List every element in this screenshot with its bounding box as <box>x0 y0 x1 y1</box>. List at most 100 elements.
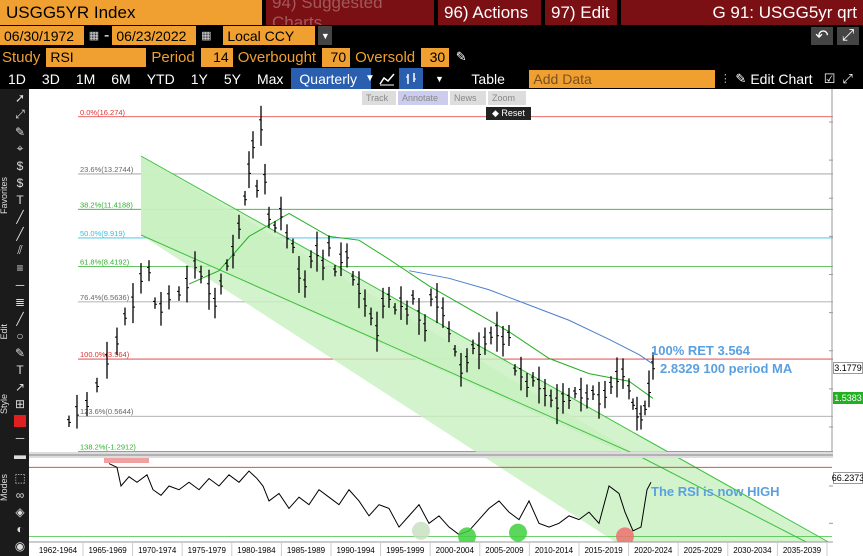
add-data-placeholder: Add Data <box>533 70 592 87</box>
period-button-1d[interactable]: 1D <box>8 70 26 87</box>
calendar-icon[interactable]: ▦ <box>201 30 212 42</box>
reset-button[interactable]: ◆ Reset <box>486 107 531 120</box>
price-tag-icon[interactable]: $ <box>16 158 24 173</box>
expand-icon[interactable]: ⤢ <box>15 107 25 121</box>
x-tick-label: 2025-2029 <box>684 546 723 555</box>
period-button-3d[interactable]: 3D <box>41 70 60 87</box>
price-chart[interactable]: 0.0%(16.274) 23.6%(13.2744) 38.2%(11.4188)… <box>29 89 833 556</box>
edit-menu[interactable]: 97) Edit <box>545 0 617 25</box>
left-toolbar: ➚ ⤢ ✎ ⌖ $ $ T ╱ ╱ ⫽ ≡ ─ ≣ ╱ ○ ✎ T ↗ ⊞ ─ … <box>0 89 29 556</box>
expand-icon[interactable]: ⤢ <box>842 70 853 86</box>
line-style-icon[interactable]: ▬ <box>14 447 26 462</box>
channel-icon[interactable]: ⫽ <box>17 243 23 257</box>
study-name: RSI <box>50 49 74 65</box>
suggested-charts-button[interactable]: 94) Suggested Charts <box>266 0 434 32</box>
table-button[interactable]: Table <box>471 70 505 87</box>
layers-icon[interactable]: ◈ <box>15 504 25 519</box>
undo-icon[interactable]: ↶ <box>811 26 833 45</box>
trendline-icon[interactable]: ╱ <box>16 311 24 326</box>
color-swatch-icon[interactable] <box>11 412 29 429</box>
pencil-icon[interactable]: ✎ <box>14 345 26 360</box>
period-button-1y[interactable]: 1Y <box>190 70 208 87</box>
overbought-field[interactable]: 70 <box>322 47 351 67</box>
pencil-icon[interactable]: ✎ <box>735 70 747 86</box>
x-tick-label: 2020-2024 <box>634 546 673 555</box>
bar-chart-icon[interactable] <box>399 68 424 89</box>
period-button-ytd[interactable]: YTD <box>146 70 175 87</box>
x-tick-label: 1985-1989 <box>287 546 326 555</box>
calendar-icon[interactable]: ▦ <box>88 30 100 42</box>
line-chart-icon[interactable] <box>375 68 399 89</box>
chevron-down-icon: ▼ <box>365 73 375 84</box>
last-price: 3.1779 <box>834 363 862 373</box>
chevron-down-icon[interactable]: ▼ <box>434 73 444 84</box>
period-label: Period <box>151 48 195 66</box>
track-button[interactable]: Track <box>362 91 396 105</box>
pencil-icon[interactable]: ✎ <box>14 124 26 139</box>
date-range-bar: 06/30/1972 ▦ - 06/23/2022 ▦ Local CCY ▼ … <box>0 25 863 46</box>
fib-icon[interactable]: ≡ <box>16 260 24 275</box>
edit-chart-icon[interactable]: ☑ <box>823 70 836 86</box>
pencil-icon[interactable]: ✎ <box>455 49 467 64</box>
interval-select[interactable]: Quarterly ▼ <box>291 68 375 89</box>
snap-icon[interactable]: ⬚ <box>14 470 26 485</box>
text-icon[interactable]: T <box>16 192 24 207</box>
text-icon[interactable]: T <box>16 362 24 377</box>
hline-icon[interactable]: ─ <box>15 277 25 292</box>
edit-side-label[interactable]: Edit <box>0 324 9 340</box>
ma-green-line <box>188 212 654 399</box>
ticker-field[interactable]: USGG5YR Index <box>0 0 262 25</box>
trendline-icon[interactable]: ╱ <box>16 226 24 241</box>
start-date: 06/30/1972 <box>4 27 75 44</box>
favorites-label[interactable]: Favorites <box>0 177 9 215</box>
start-date-field[interactable]: 06/30/1972 <box>0 26 84 45</box>
oversold-value: 30 <box>429 49 446 65</box>
style-label[interactable]: Style <box>0 394 9 415</box>
annotate-label: Annotate <box>402 93 439 103</box>
add-data-input[interactable]: Add Data <box>529 69 716 88</box>
zoom-button[interactable]: Zoom <box>488 91 526 105</box>
period-button-6m[interactable]: 6M <box>111 70 131 87</box>
price-tag-icon[interactable]: $ <box>16 175 24 190</box>
line-style-icon[interactable]: ─ <box>15 430 25 445</box>
range-dash: - <box>104 26 110 44</box>
arrow-icon[interactable]: ↗ <box>14 379 26 394</box>
price-bars <box>67 105 655 431</box>
overbought-label: Overbought <box>237 48 317 66</box>
crosshair-icon[interactable]: ⌖ <box>16 141 24 155</box>
edit-chart-button[interactable]: Edit Chart <box>750 70 813 87</box>
x-tick-label: 1980-1984 <box>237 546 276 555</box>
period-button-max[interactable]: Max <box>256 70 284 87</box>
trendline-icon[interactable]: ╱ <box>16 209 24 224</box>
pointer-icon[interactable]: ➚ <box>14 90 26 105</box>
currency-field[interactable]: Local CCY <box>223 26 316 45</box>
actions-menu[interactable]: 96) Actions <box>438 0 541 25</box>
lock-icon[interactable]: ◉ <box>14 538 26 553</box>
last-price-badge: 3.1779 <box>833 362 863 374</box>
period-value: 14 <box>213 49 229 65</box>
period-button-1m[interactable]: 1M <box>75 70 96 87</box>
oversold-field[interactable]: 30 <box>421 47 450 67</box>
x-tick-label: 1995-1999 <box>386 546 425 555</box>
news-button[interactable]: News <box>450 91 486 105</box>
x-tick-label: 1965-1969 <box>88 546 127 555</box>
y-axis: 16.0014.0012.0010.008.006.004.002.000.00 <box>829 89 833 452</box>
measure-icon[interactable]: ⊞ <box>14 396 26 411</box>
annotate-button[interactable]: Annotate <box>398 91 448 105</box>
fib-icon[interactable]: ≣ <box>14 294 26 309</box>
ticker-text: USGG5YR Index <box>6 2 136 22</box>
link-icon[interactable]: ∞ <box>15 487 25 502</box>
circle-icon[interactable]: ○ <box>16 328 24 343</box>
period-button-5y[interactable]: 5Y <box>223 70 241 87</box>
side-labels: Favorites Edit Style Modes <box>0 89 10 556</box>
maximize-icon[interactable]: ⤢ <box>837 26 859 45</box>
study-select[interactable]: RSI <box>46 47 147 67</box>
dots-icon: ⋮ <box>719 73 731 85</box>
magnet-icon[interactable]: ◐ <box>16 521 24 536</box>
period-field[interactable]: 14 <box>200 47 233 67</box>
end-date-field[interactable]: 06/23/2022 <box>112 26 197 45</box>
header-bar: USGG5YR Index 94) Suggested Charts 96) A… <box>0 0 863 32</box>
chevron-down-icon[interactable]: ▼ <box>318 26 333 45</box>
modes-label[interactable]: Modes <box>0 474 9 502</box>
track-label: Track <box>366 93 389 103</box>
